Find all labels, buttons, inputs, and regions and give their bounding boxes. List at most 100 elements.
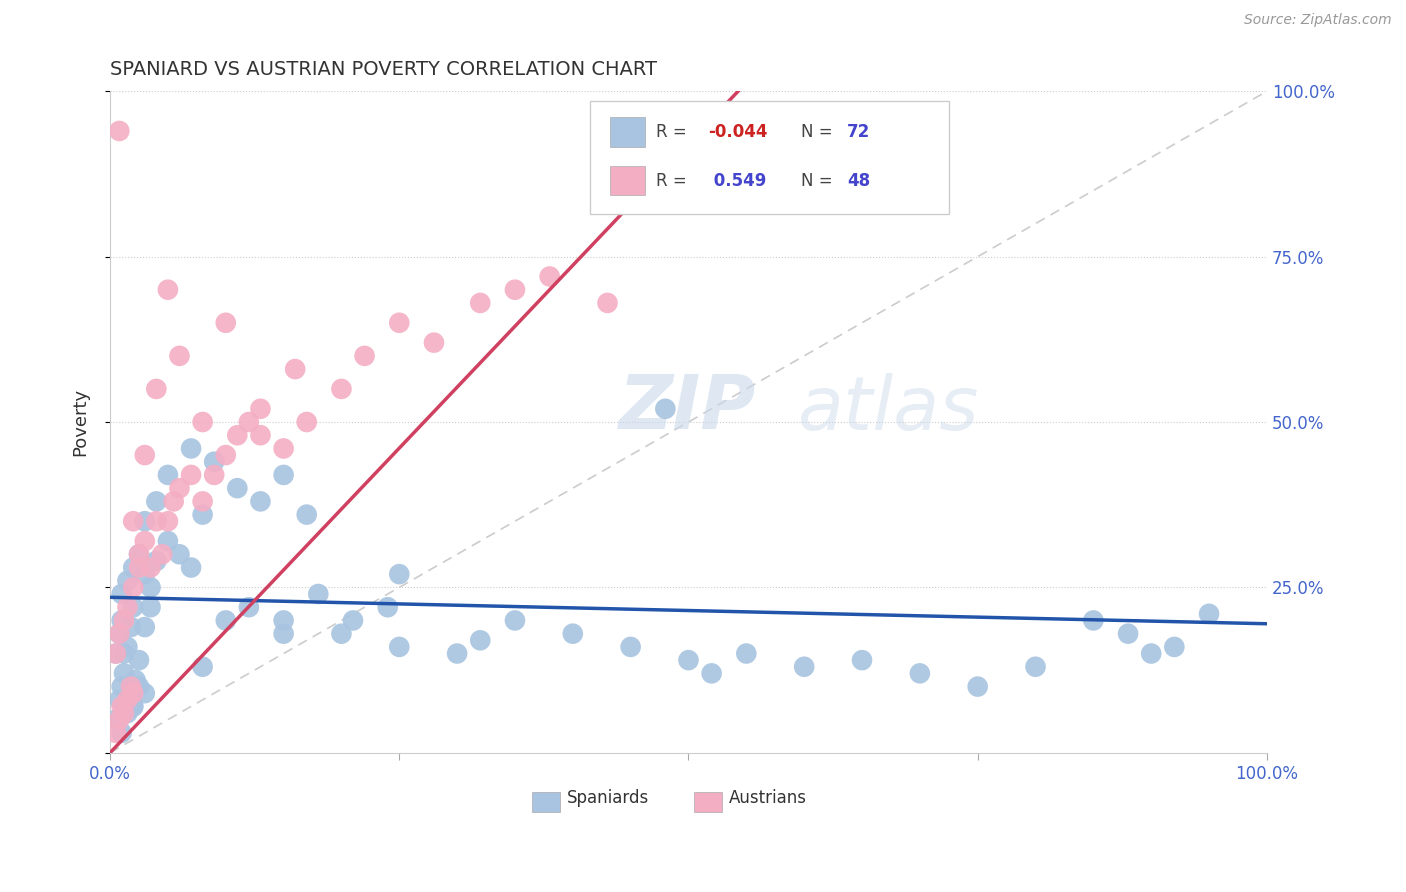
Point — [503, 614, 526, 628]
Point — [163, 494, 186, 508]
Point — [108, 713, 131, 727]
Point — [134, 567, 156, 582]
Point — [104, 647, 127, 661]
Point — [191, 508, 214, 522]
Point — [112, 666, 135, 681]
Point — [226, 428, 249, 442]
Point — [654, 401, 676, 416]
Point — [134, 620, 156, 634]
FancyBboxPatch shape — [591, 101, 949, 214]
Point — [108, 626, 131, 640]
Point — [1163, 640, 1185, 654]
Point — [111, 680, 134, 694]
Point — [108, 693, 131, 707]
Point — [273, 626, 295, 640]
Point — [145, 494, 167, 508]
Point — [108, 626, 131, 640]
Point — [156, 534, 179, 549]
Point — [191, 659, 214, 673]
Point — [596, 296, 619, 310]
Point — [388, 640, 411, 654]
Point — [238, 415, 260, 429]
Point — [156, 283, 179, 297]
Text: Spaniards: Spaniards — [567, 789, 650, 806]
Point — [124, 673, 146, 687]
Point — [330, 382, 353, 396]
Point — [1116, 626, 1139, 640]
Point — [423, 335, 446, 350]
Point — [307, 587, 329, 601]
Point — [112, 647, 135, 661]
Point — [735, 647, 758, 661]
Point — [122, 514, 145, 528]
Point — [238, 600, 260, 615]
Point — [273, 467, 295, 482]
Point — [120, 686, 142, 700]
Point — [180, 560, 202, 574]
Point — [128, 547, 150, 561]
Text: 48: 48 — [846, 171, 870, 190]
Point — [180, 442, 202, 456]
Point — [139, 560, 162, 574]
Point — [226, 481, 249, 495]
Point — [202, 455, 225, 469]
Point — [295, 415, 318, 429]
Point — [112, 706, 135, 720]
Point — [273, 442, 295, 456]
FancyBboxPatch shape — [533, 792, 560, 813]
Point — [128, 560, 150, 574]
Point — [191, 415, 214, 429]
Point — [120, 680, 142, 694]
Point — [215, 614, 238, 628]
Point — [342, 614, 364, 628]
Point — [104, 647, 127, 661]
Point — [330, 626, 353, 640]
Point — [117, 640, 139, 654]
Text: Source: ZipAtlas.com: Source: ZipAtlas.com — [1244, 13, 1392, 28]
Point — [150, 547, 173, 561]
Point — [215, 448, 238, 462]
Point — [122, 600, 145, 615]
Point — [180, 467, 202, 482]
Point — [111, 699, 134, 714]
Point — [561, 626, 583, 640]
Point — [169, 349, 191, 363]
Point — [122, 699, 145, 714]
Point — [104, 713, 127, 727]
Point — [1083, 614, 1105, 628]
Point — [134, 514, 156, 528]
Text: 0.549: 0.549 — [709, 171, 766, 190]
Point — [678, 653, 700, 667]
Point — [145, 554, 167, 568]
Point — [1025, 659, 1047, 673]
Point — [145, 514, 167, 528]
Text: N =: N = — [800, 123, 838, 141]
Point — [122, 580, 145, 594]
Point — [128, 680, 150, 694]
Point — [851, 653, 873, 667]
Point — [1198, 607, 1220, 621]
Point — [295, 508, 318, 522]
Point — [169, 547, 191, 561]
Point — [538, 269, 561, 284]
Point — [112, 614, 135, 628]
Point — [134, 686, 156, 700]
Text: ZIP: ZIP — [619, 372, 756, 445]
Point — [104, 726, 127, 740]
Text: N =: N = — [800, 171, 838, 190]
Point — [377, 600, 399, 615]
FancyBboxPatch shape — [610, 166, 644, 195]
Point — [908, 666, 931, 681]
Text: -0.044: -0.044 — [709, 123, 768, 141]
Point — [215, 316, 238, 330]
Text: Austrians: Austrians — [728, 789, 807, 806]
Text: SPANIARD VS AUSTRIAN POVERTY CORRELATION CHART: SPANIARD VS AUSTRIAN POVERTY CORRELATION… — [110, 60, 657, 78]
Point — [117, 574, 139, 588]
Point — [122, 699, 145, 714]
FancyBboxPatch shape — [695, 792, 723, 813]
Point — [191, 494, 214, 508]
Point — [620, 640, 643, 654]
Point — [111, 726, 134, 740]
FancyBboxPatch shape — [610, 118, 644, 147]
Point — [388, 567, 411, 582]
